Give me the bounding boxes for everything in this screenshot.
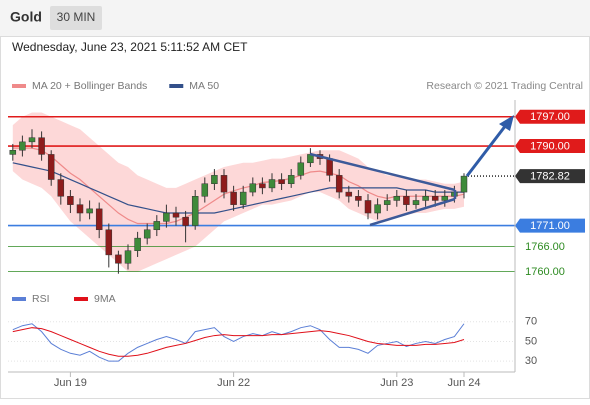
- level-label: 1782.82: [530, 171, 570, 183]
- candle-body: [19, 141, 26, 151]
- candle-body: [249, 183, 257, 193]
- ma-line: [12, 147, 465, 225]
- legend-swatch: [12, 297, 26, 301]
- timestamp: Wednesday, June 23, 2021 5:11:52 AM CET: [12, 40, 248, 54]
- candle-body: [76, 204, 84, 214]
- legend-label: RSI: [32, 293, 50, 305]
- level-label: 1760.00: [525, 266, 565, 278]
- candle-body: [278, 179, 285, 184]
- level-label: 1790.00: [530, 140, 570, 152]
- legend-label: MA 20 + Bollinger Bands: [32, 80, 147, 92]
- y-tick-label: 30: [525, 355, 537, 367]
- arrow-shaft: [465, 124, 508, 177]
- candle-body: [403, 196, 410, 205]
- x-tick-label: Jun 24: [447, 377, 480, 389]
- level-tag: [515, 139, 585, 154]
- timeframe[interactable]: 30 MIN: [57, 10, 96, 24]
- candle-body: [163, 212, 170, 222]
- bollinger-band: [12, 112, 465, 272]
- candle-body: [441, 196, 449, 201]
- x-tick-label: Jun 22: [217, 377, 250, 389]
- candle-body: [9, 149, 17, 155]
- y-tick-label: 50: [525, 335, 537, 347]
- candle-body: [220, 175, 228, 193]
- annotations: [309, 115, 514, 227]
- legend-swatch: [12, 84, 26, 88]
- candle-body: [86, 208, 93, 214]
- badge-bg[interactable]: [50, 6, 102, 30]
- candle-body: [287, 175, 295, 184]
- level-tag: [515, 169, 585, 184]
- source: Research © 2021 Trading Central: [426, 80, 583, 92]
- candle-body: [67, 196, 74, 205]
- candle-body: [172, 212, 180, 218]
- legend-label: 9MA: [94, 293, 116, 305]
- level-label: 1766.00: [525, 241, 565, 253]
- candle-body: [364, 200, 372, 214]
- candle-body: [393, 196, 401, 201]
- candle-body: [47, 154, 55, 180]
- candle-body: [38, 137, 45, 155]
- candle-body: [239, 191, 247, 205]
- legend-label: MA 50: [189, 80, 219, 92]
- candle-body: [326, 158, 333, 176]
- candle-body: [422, 196, 429, 201]
- candle-body: [230, 191, 237, 205]
- x-tick-label: Jun 19: [54, 377, 87, 389]
- candle-body: [412, 200, 420, 205]
- candle-body: [134, 237, 141, 251]
- candle-body: [211, 175, 218, 184]
- candle-body: [28, 137, 36, 143]
- candle-body: [182, 216, 189, 226]
- candle-body: [191, 196, 199, 226]
- candle-body: [345, 191, 353, 197]
- candle-body: [297, 162, 305, 176]
- candle-body: [201, 183, 209, 197]
- candle-body: [268, 179, 276, 189]
- candle-body: [431, 196, 439, 201]
- candle-body: [143, 229, 151, 239]
- indicator-line: [12, 323, 465, 362]
- legend-swatch: [169, 84, 184, 88]
- candle-body: [383, 200, 391, 205]
- candle-body: [115, 254, 122, 264]
- ma-line: [12, 162, 464, 214]
- level-label: 1771.00: [530, 220, 570, 232]
- candle-body: [355, 196, 362, 201]
- candle-body: [460, 175, 468, 193]
- trend-line: [309, 152, 456, 192]
- candle-body: [105, 229, 113, 256]
- y-tick-label: 70: [525, 316, 537, 328]
- trend-line: [369, 197, 456, 227]
- candle-body: [259, 183, 266, 189]
- level-tag: [515, 218, 585, 233]
- candle-body: [374, 204, 381, 214]
- candle-body: [95, 208, 103, 231]
- instrument: Gold: [10, 9, 42, 25]
- indicator-line: [12, 327, 465, 357]
- candle-body: [57, 179, 65, 197]
- legend-swatch: [74, 297, 88, 301]
- candle-body: [124, 250, 132, 264]
- x-tick-label: Jun 23: [380, 377, 413, 389]
- candle-body: [153, 221, 161, 231]
- arrow-head: [499, 115, 514, 131]
- level-label: 1797.00: [530, 111, 570, 123]
- candle-body: [335, 175, 343, 193]
- level-tag: [515, 109, 585, 124]
